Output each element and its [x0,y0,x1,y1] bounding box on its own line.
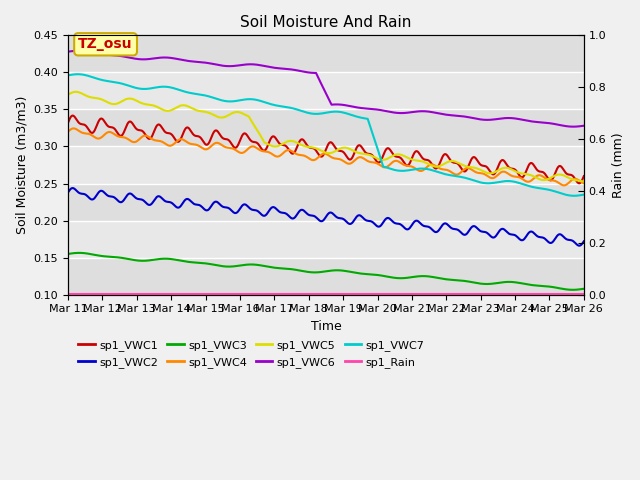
Bar [68,109,584,146]
Y-axis label: Rain (mm): Rain (mm) [612,132,625,198]
X-axis label: Time: Time [310,320,341,333]
Y-axis label: Soil Moisture (m3/m3): Soil Moisture (m3/m3) [15,96,28,234]
Legend: sp1_VWC1, sp1_VWC2, sp1_VWC3, sp1_VWC4, sp1_VWC5, sp1_VWC6, sp1_VWC7, sp1_Rain: sp1_VWC1, sp1_VWC2, sp1_VWC3, sp1_VWC4, … [74,336,429,372]
Bar [68,36,584,72]
Title: Soil Moisture And Rain: Soil Moisture And Rain [240,15,412,30]
Text: TZ_osu: TZ_osu [78,37,133,51]
Bar [68,183,584,221]
Bar [68,258,584,295]
